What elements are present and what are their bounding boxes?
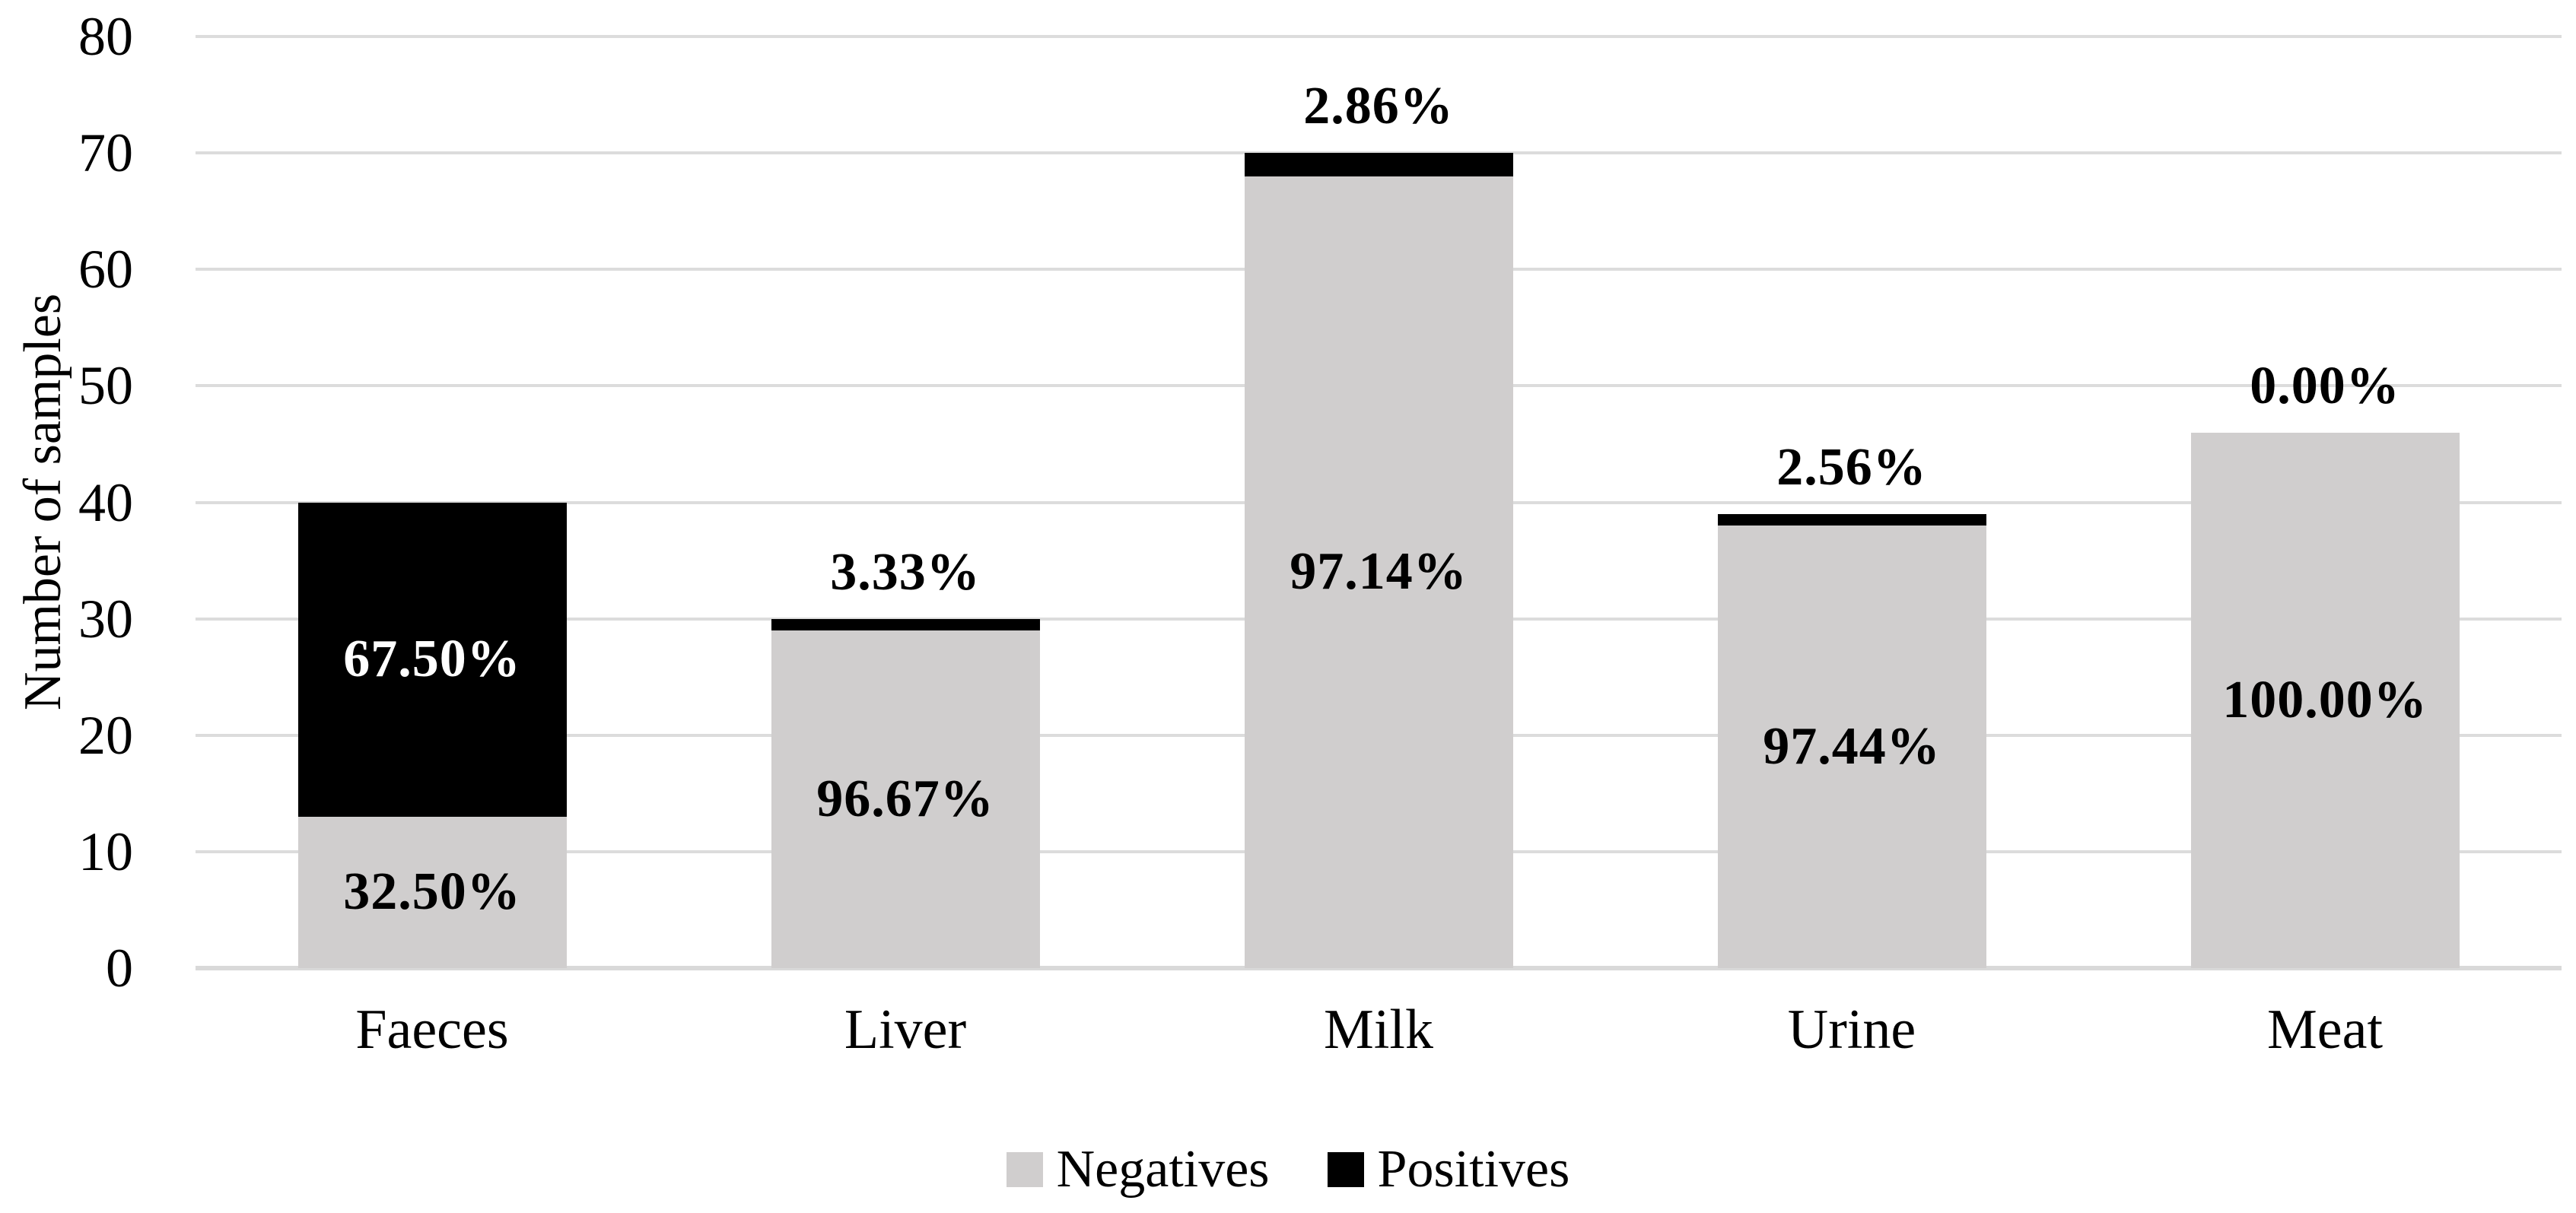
negatives-swatch-icon	[1006, 1152, 1043, 1187]
x-label-liver: Liver	[844, 999, 967, 1061]
x-label-urine: Urine	[1787, 999, 1916, 1061]
plot-area: 32.50% 67.50% 96.67% 3.33% 97.14% 2.86% 97.44%…	[196, 35, 2562, 970]
y-tick-label-60: 60	[78, 239, 133, 300]
y-tick-label-0: 0	[106, 938, 133, 999]
label-negatives-milk: 97.14%	[1290, 542, 1468, 602]
legend-item-positives: Positives	[1327, 1139, 1570, 1200]
bar-meat-negatives	[2190, 432, 2460, 968]
label-negatives-liver: 96.67%	[816, 769, 994, 828]
x-label-faeces: Faeces	[355, 999, 509, 1061]
bar-liver-negatives	[771, 630, 1040, 968]
bar-urine-positives	[1717, 513, 1986, 526]
label-negatives-meat: 100.00%	[2222, 670, 2428, 729]
y-tick-label-40: 40	[78, 472, 133, 533]
label-positives-meat: 0.00%	[2250, 356, 2400, 415]
legend-label-positives: Positives	[1377, 1140, 1570, 1199]
label-negatives-urine: 97.44%	[1763, 717, 1941, 776]
legend: Negatives Positives	[0, 1135, 2576, 1205]
y-tick-label-10: 10	[78, 821, 133, 882]
legend-item-negatives: Negatives	[1006, 1139, 1270, 1200]
bar-faeces-negatives	[297, 816, 567, 968]
x-axis-line	[196, 966, 2562, 970]
y-tick-label-20: 20	[78, 704, 133, 766]
label-positives-milk: 2.86%	[1303, 77, 1454, 136]
y-tick-label-80: 80	[78, 6, 133, 67]
label-positives-liver: 3.33%	[830, 542, 981, 602]
x-label-milk: Milk	[1324, 999, 1433, 1061]
y-tick-label-50: 50	[78, 355, 133, 417]
y-tick-label-70: 70	[78, 122, 133, 184]
legend-label-negatives: Negatives	[1056, 1140, 1270, 1199]
bar-faeces-positives	[297, 502, 567, 817]
bar-liver-positives	[771, 618, 1040, 630]
bar-urine-negatives	[1717, 526, 1986, 968]
bar-milk-negatives	[1244, 176, 1513, 968]
label-positives-faeces: 67.50%	[343, 630, 521, 689]
bar-milk-positives	[1244, 153, 1513, 176]
y-tick-label-30: 30	[78, 588, 133, 649]
positives-swatch-icon	[1327, 1152, 1364, 1187]
gridline-y80	[196, 35, 2562, 38]
x-label-meat: Meat	[2266, 999, 2384, 1061]
label-negatives-faeces: 32.50%	[343, 862, 521, 922]
label-positives-urine: 2.56%	[1776, 437, 1927, 497]
